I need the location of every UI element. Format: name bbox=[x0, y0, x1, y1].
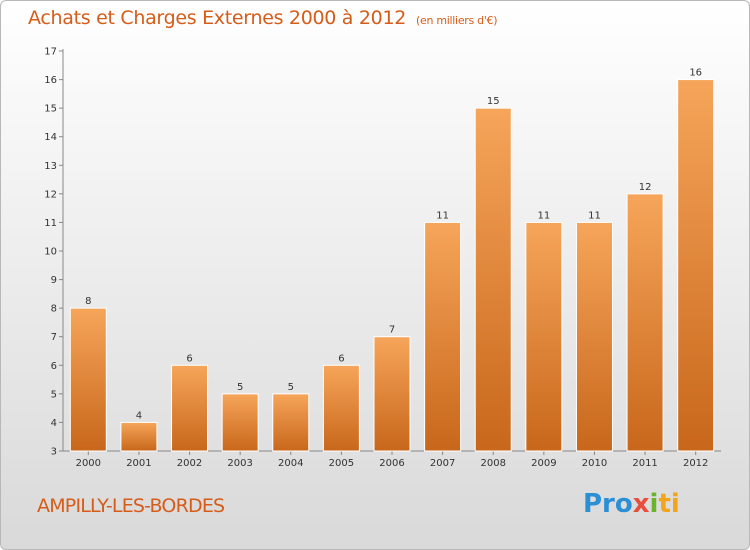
x-tick-label: 2006 bbox=[379, 458, 404, 469]
bar-2008 bbox=[474, 107, 512, 452]
bar-value-label: 8 bbox=[85, 296, 91, 307]
x-tick-label: 2003 bbox=[227, 458, 252, 469]
y-tick-label: 17 bbox=[44, 47, 57, 58]
bar-value-label: 12 bbox=[639, 182, 652, 193]
place-name: AMPILLY-LES-BORDES bbox=[37, 495, 225, 517]
y-tick-label: 6 bbox=[51, 361, 57, 372]
bar-2002 bbox=[171, 364, 209, 452]
logo-part: Pro bbox=[583, 489, 633, 519]
bar-value-label: 11 bbox=[436, 210, 449, 221]
bar-value-label: 15 bbox=[487, 96, 500, 107]
bar-2010 bbox=[575, 221, 613, 452]
proxiti-logo: Proxiti bbox=[583, 489, 680, 519]
x-tick-label: 2005 bbox=[329, 458, 354, 469]
title-unit: (en milliers d'€) bbox=[416, 14, 498, 27]
x-tick-label: 2012 bbox=[683, 458, 708, 469]
y-tick-label: 16 bbox=[44, 75, 57, 86]
bar-2000 bbox=[69, 307, 107, 452]
x-tick-label: 2002 bbox=[177, 458, 202, 469]
y-tick-label: 13 bbox=[44, 161, 57, 172]
bar-value-label: 11 bbox=[588, 210, 601, 221]
y-tick-label: 4 bbox=[51, 418, 57, 429]
x-tick-label: 2010 bbox=[582, 458, 607, 469]
title-text: Achats et Charges Externes 2000 à 2012 bbox=[28, 7, 407, 29]
bar-value-label: 4 bbox=[136, 410, 142, 421]
y-tick-label: 10 bbox=[44, 247, 57, 258]
bar-2005 bbox=[322, 364, 360, 452]
bar-value-label: 16 bbox=[689, 68, 702, 79]
logo-part: i bbox=[649, 489, 659, 519]
y-tick-label: 12 bbox=[44, 189, 57, 200]
bar-value-label: 6 bbox=[338, 353, 344, 364]
bar-value-label: 5 bbox=[288, 382, 294, 393]
bar-2011 bbox=[626, 193, 664, 452]
logo-part: x bbox=[632, 489, 650, 519]
x-tick-label: 2000 bbox=[76, 458, 101, 469]
y-tick-label: 15 bbox=[44, 104, 57, 115]
bar-value-label: 5 bbox=[237, 382, 243, 393]
x-tick-label: 2009 bbox=[531, 458, 556, 469]
bar-2006 bbox=[373, 336, 411, 452]
y-tick-label: 9 bbox=[51, 275, 57, 286]
bar-2003 bbox=[221, 393, 259, 452]
bar-value-label: 6 bbox=[186, 353, 192, 364]
x-tick-label: 2007 bbox=[430, 458, 455, 469]
x-tick-label: 2004 bbox=[278, 458, 303, 469]
bars: 8 4 6 5 5 6 7 11 15 11 11 12 16 bbox=[69, 68, 715, 452]
y-tick-label: 14 bbox=[44, 132, 57, 143]
chart-title: Achats et Charges Externes 2000 à 2012 (e… bbox=[28, 7, 498, 29]
y-tick-label: 3 bbox=[51, 447, 57, 458]
bar-2001 bbox=[120, 421, 158, 452]
x-tick-label: 2008 bbox=[481, 458, 506, 469]
bar-value-label: 11 bbox=[537, 210, 550, 221]
y-tick-label: 8 bbox=[51, 304, 57, 315]
bar-2012 bbox=[677, 79, 715, 452]
x-tick-label: 2011 bbox=[632, 458, 657, 469]
bar-value-label: 7 bbox=[389, 325, 395, 336]
logo-part: ti bbox=[658, 489, 680, 519]
bar-2004 bbox=[272, 393, 310, 452]
bar-2007 bbox=[424, 221, 462, 452]
y-tick-label: 5 bbox=[51, 389, 57, 400]
y-tick-label: 7 bbox=[51, 332, 57, 343]
x-tick-label: 2001 bbox=[126, 458, 151, 469]
y-tick-label: 11 bbox=[44, 218, 57, 229]
bar-2009 bbox=[525, 221, 563, 452]
